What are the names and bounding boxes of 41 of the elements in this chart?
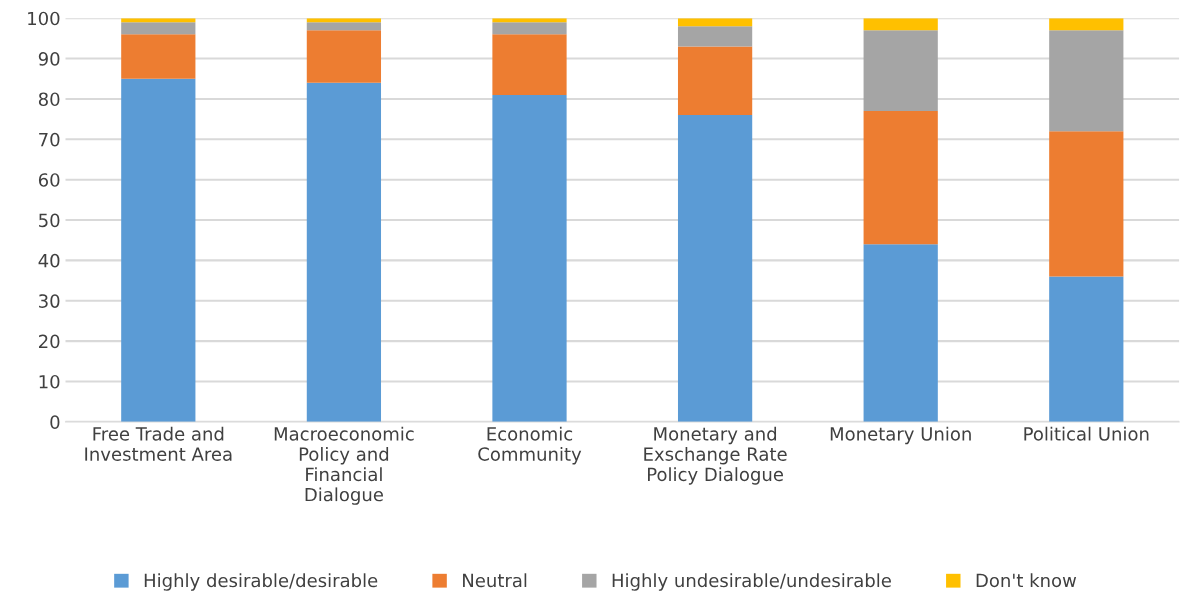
legend-label: Neutral: [463, 573, 527, 588]
bar: [306, 22, 382, 31]
bar: [863, 18, 938, 31]
y-tick-label: 0: [50, 415, 60, 429]
y-tick-label: 90: [38, 52, 60, 66]
bar: [677, 115, 753, 422]
bar: [677, 26, 753, 47]
bar: [492, 94, 567, 422]
y-tick-label: 100: [28, 11, 60, 26]
y-tick-label: 70: [39, 132, 60, 147]
x-tick-label: Free Trade and Investment Area: [85, 426, 232, 461]
y-tick-label: 10: [39, 374, 60, 389]
legend-label: Highly desirable/desirable: [144, 573, 378, 591]
bar: [1049, 18, 1124, 31]
bar: [863, 30, 938, 112]
bar: [1049, 276, 1124, 422]
bar: [492, 22, 567, 35]
y-tick-label: 50: [39, 213, 60, 228]
bar: [863, 111, 938, 245]
bar: [492, 34, 567, 95]
legend-label: Highly undesirable/undesirable: [612, 573, 891, 591]
legend-label: Don't know: [976, 573, 1077, 588]
y-tick-label: 80: [38, 92, 60, 107]
bar: [677, 46, 753, 116]
y-tick-label: 20: [38, 334, 60, 349]
y-tick-label: 40: [38, 253, 60, 268]
y-tick-label: 60: [38, 173, 60, 187]
bar: [306, 82, 382, 422]
bar: [121, 78, 196, 422]
bar: [121, 34, 196, 79]
bar: [121, 22, 196, 35]
bar: [306, 30, 382, 83]
x-tick-label: Macroeconomic Policy and Financial Dialogue: [274, 426, 414, 505]
y-tick-label: 30: [39, 294, 60, 308]
x-tick-label: Political Union: [1024, 426, 1149, 441]
x-tick-label: Monetary and Exschange Rate Policy Dialogue: [644, 426, 787, 485]
bar: [863, 244, 938, 422]
x-tick-label: Economic Community: [478, 426, 582, 465]
bar: [1049, 131, 1124, 277]
x-tick-label: Monetary Union: [830, 426, 971, 445]
bar: [1049, 30, 1124, 132]
